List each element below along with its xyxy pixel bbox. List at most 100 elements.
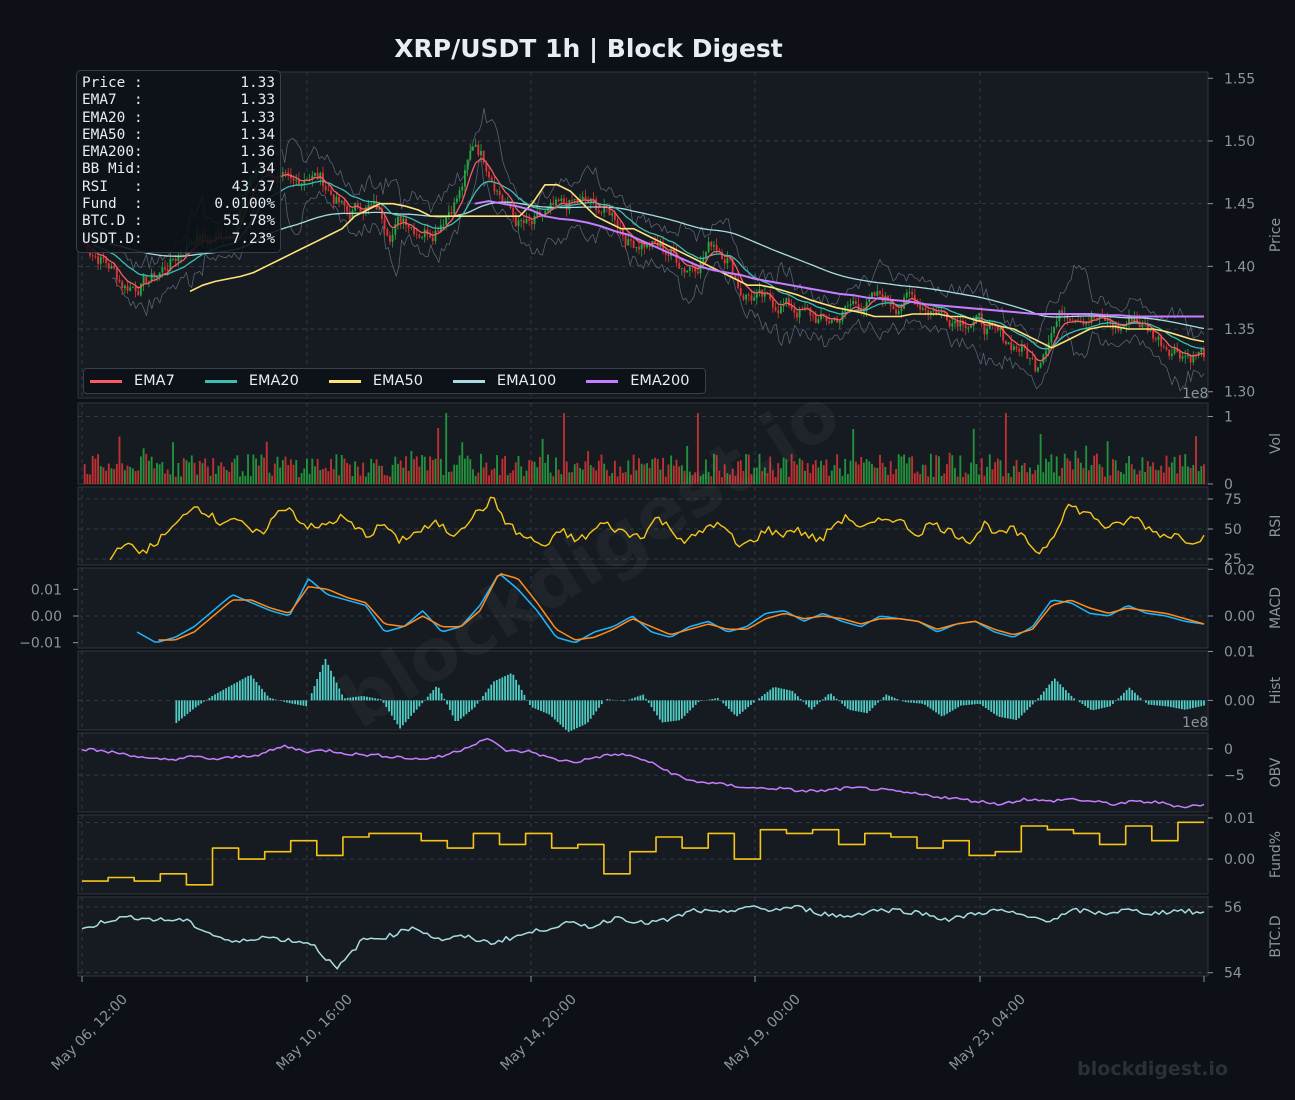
hist-bar (543, 700, 545, 712)
hist-bar (443, 699, 445, 701)
hist-bar (225, 688, 227, 700)
info-value: 43.37 (232, 179, 275, 196)
candle-body (740, 288, 742, 296)
volume-bar (970, 463, 972, 484)
candle-body (641, 244, 643, 250)
volume-bar (997, 459, 999, 484)
hist-bar (501, 677, 503, 700)
hist-bar (521, 690, 523, 700)
hist-bar (1084, 700, 1086, 706)
volume-bar (386, 475, 388, 484)
candle-body (710, 242, 712, 247)
volume-bar (1010, 477, 1012, 484)
candle-body (177, 257, 179, 261)
candle-body (432, 237, 434, 241)
volume-bar (303, 468, 305, 484)
volume-bar (542, 439, 544, 484)
info-row: Fund :0.0100% (82, 196, 275, 213)
hist-bar (593, 700, 595, 715)
volume-bar (188, 462, 190, 484)
hist-bar (637, 696, 639, 700)
volume-bar (327, 471, 329, 484)
candle-body (796, 313, 798, 318)
volume-bar (236, 455, 238, 484)
volume-bar (1171, 462, 1173, 484)
candle-body (697, 272, 699, 274)
hist-bar (1153, 700, 1155, 705)
chart-title: XRP/USDT 1h | Block Digest (0, 34, 1177, 63)
candle-body (895, 309, 897, 314)
volume-bar (164, 473, 166, 484)
hist-bar (739, 700, 741, 714)
candle-body (847, 306, 849, 307)
hist-bar (452, 700, 454, 715)
hist-bar (825, 697, 827, 701)
volume-bar (408, 471, 410, 484)
hist-bar (1007, 700, 1009, 718)
volume-bar (459, 455, 461, 484)
volume-bar (1131, 464, 1133, 484)
volume-bar (108, 464, 110, 484)
legend-item: EMA20 (205, 373, 299, 389)
hist-bar (598, 700, 600, 707)
volume-bar (1032, 474, 1034, 484)
volume-bar (973, 429, 975, 484)
candle-body (1010, 342, 1012, 350)
volume-bar (1104, 477, 1106, 484)
y-tick-label: −5 (1224, 768, 1245, 784)
hist-bar (877, 700, 879, 702)
volume-bar (132, 468, 134, 484)
candle-body (472, 147, 474, 151)
candle-body (129, 288, 131, 291)
volume-bar (480, 454, 482, 484)
hist-bar (454, 700, 456, 721)
volume-bar (204, 458, 206, 484)
candle-body (493, 182, 495, 191)
hist-bar (1059, 684, 1061, 700)
hist-bar (1129, 688, 1131, 701)
volume-bar (418, 466, 420, 484)
candle-body (1029, 358, 1031, 359)
volume-bar (1048, 462, 1050, 484)
hist-bar (1120, 696, 1122, 701)
hist-bar (664, 700, 666, 722)
volume-bar (1075, 451, 1077, 484)
hist-bar (198, 700, 200, 705)
hist-bar (692, 700, 694, 707)
hist-bar (954, 700, 956, 708)
info-value: 1.33 (240, 75, 275, 92)
hist-bar (562, 700, 564, 727)
hist-bar (1115, 700, 1117, 701)
volume-bar (1160, 466, 1162, 484)
info-row: Price :1.33 (82, 75, 275, 92)
candle-body (1069, 319, 1071, 321)
volume-bar (884, 467, 886, 484)
volume-bar (432, 460, 434, 484)
legend-swatch (329, 380, 361, 383)
volume-bar (1008, 473, 1010, 484)
candle-body (954, 321, 956, 323)
volume-bar (298, 477, 300, 484)
y-axis-label: OBV (1268, 757, 1284, 787)
hist-bar (1162, 700, 1164, 706)
hist-bar (982, 700, 984, 706)
candle-body (876, 291, 878, 296)
candle-body (437, 231, 439, 232)
volume-bar (1203, 464, 1205, 484)
volume-bar (1058, 476, 1060, 484)
hist-bar (181, 700, 183, 718)
volume-bar (172, 442, 174, 484)
info-row: RSI :43.37 (82, 179, 275, 196)
volume-bar (467, 456, 469, 484)
volume-bar (933, 477, 935, 484)
candle-body (488, 172, 490, 178)
candle-body (724, 259, 726, 263)
candle-body (108, 263, 110, 269)
hist-bar (966, 700, 968, 705)
candle-body (1032, 358, 1034, 359)
volume-bar (127, 466, 129, 484)
volume-bar (456, 465, 458, 484)
volume-bar (863, 463, 865, 484)
hist-bar (623, 700, 625, 701)
